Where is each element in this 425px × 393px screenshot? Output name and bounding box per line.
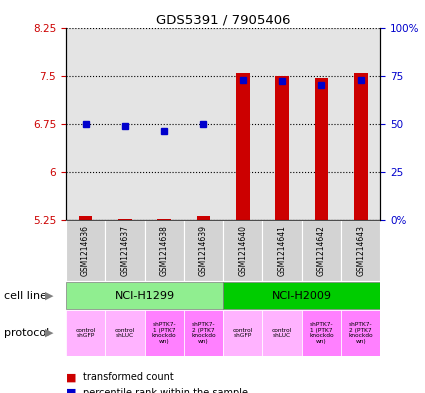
Bar bbox=[66, 220, 105, 281]
Bar bbox=[302, 220, 341, 281]
Bar bbox=[236, 73, 249, 220]
Bar bbox=[184, 220, 223, 281]
Bar bbox=[66, 310, 105, 356]
Bar bbox=[79, 216, 92, 220]
Bar bbox=[341, 310, 380, 356]
Bar bbox=[105, 28, 144, 220]
Text: GSM1214641: GSM1214641 bbox=[278, 225, 286, 276]
Bar bbox=[262, 310, 302, 356]
Bar bbox=[223, 220, 262, 281]
Text: percentile rank within the sample: percentile rank within the sample bbox=[83, 388, 248, 393]
Title: GDS5391 / 7905406: GDS5391 / 7905406 bbox=[156, 13, 290, 26]
Text: ■: ■ bbox=[66, 372, 76, 382]
Bar bbox=[144, 310, 184, 356]
Bar bbox=[223, 28, 262, 220]
Bar bbox=[302, 28, 341, 220]
Text: GSM1214639: GSM1214639 bbox=[199, 225, 208, 276]
Bar bbox=[105, 310, 144, 356]
Text: ▶: ▶ bbox=[45, 328, 53, 338]
Text: NCI-H1299: NCI-H1299 bbox=[114, 291, 175, 301]
Text: shPTK7-
2 (PTK7
knockdo
wn): shPTK7- 2 (PTK7 knockdo wn) bbox=[191, 322, 216, 344]
Text: control
shGFP: control shGFP bbox=[75, 328, 96, 338]
Bar bbox=[184, 310, 223, 356]
Bar bbox=[223, 283, 380, 309]
Bar bbox=[341, 220, 380, 281]
Text: protocol: protocol bbox=[4, 328, 49, 338]
Bar bbox=[275, 76, 289, 220]
Text: shPTK7-
1 (PTK7
knockdo
wn): shPTK7- 1 (PTK7 knockdo wn) bbox=[309, 322, 334, 344]
Text: control
shLUC: control shLUC bbox=[115, 328, 135, 338]
Bar bbox=[144, 28, 184, 220]
Text: ■: ■ bbox=[66, 388, 76, 393]
Bar bbox=[262, 220, 302, 281]
Text: GSM1214640: GSM1214640 bbox=[238, 225, 247, 276]
Bar bbox=[341, 28, 380, 220]
Text: shPTK7-
2 (PTK7
knockdo
wn): shPTK7- 2 (PTK7 knockdo wn) bbox=[348, 322, 373, 344]
Text: GSM1214638: GSM1214638 bbox=[160, 225, 169, 276]
Bar bbox=[197, 216, 210, 220]
Bar bbox=[157, 219, 171, 220]
Text: GSM1214636: GSM1214636 bbox=[81, 225, 90, 276]
Bar bbox=[184, 28, 223, 220]
Text: GSM1214643: GSM1214643 bbox=[356, 225, 365, 276]
Bar bbox=[118, 219, 132, 220]
Text: cell line: cell line bbox=[4, 291, 47, 301]
Text: ▶: ▶ bbox=[45, 291, 53, 301]
Bar bbox=[314, 78, 328, 220]
Bar bbox=[262, 28, 302, 220]
Text: shPTK7-
1 (PTK7
knockdo
wn): shPTK7- 1 (PTK7 knockdo wn) bbox=[152, 322, 176, 344]
Bar bbox=[66, 28, 105, 220]
Bar bbox=[302, 310, 341, 356]
Text: control
shGFP: control shGFP bbox=[232, 328, 253, 338]
Bar bbox=[144, 220, 184, 281]
Bar bbox=[223, 310, 262, 356]
Bar bbox=[105, 220, 144, 281]
Text: transformed count: transformed count bbox=[83, 372, 174, 382]
Bar bbox=[66, 283, 223, 309]
Bar bbox=[354, 73, 368, 220]
Text: control
shLUC: control shLUC bbox=[272, 328, 292, 338]
Text: GSM1214637: GSM1214637 bbox=[120, 225, 129, 276]
Text: GSM1214642: GSM1214642 bbox=[317, 225, 326, 276]
Text: NCI-H2009: NCI-H2009 bbox=[272, 291, 332, 301]
